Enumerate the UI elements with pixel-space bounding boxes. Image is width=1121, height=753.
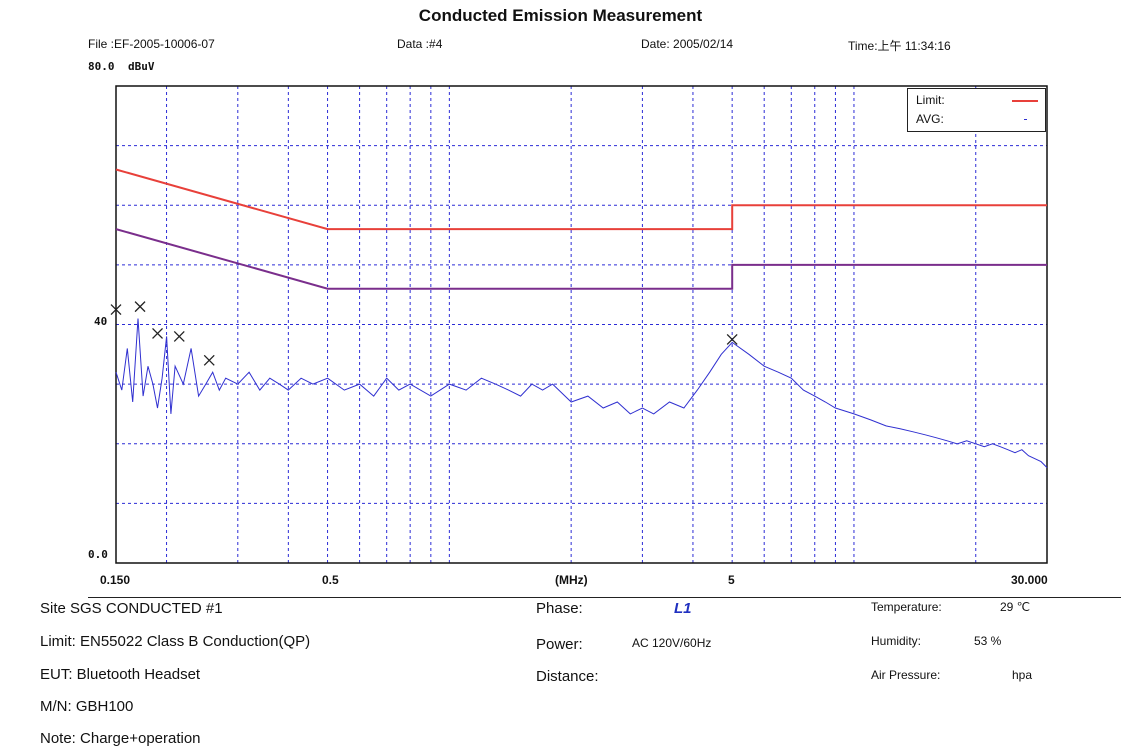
power-value: AC 120V/60Hz [632, 636, 712, 650]
info-divider [88, 597, 1121, 598]
note-label: Note: Charge+operation [40, 730, 201, 747]
power-label: Power: [536, 636, 583, 653]
limit-qp-line [115, 168, 1047, 231]
peak-marker [726, 333, 738, 345]
legend-swatch-limit [1012, 100, 1038, 102]
peak-marker [173, 330, 185, 342]
x-tick-label: 30.000 [1011, 573, 1048, 587]
peak-marker [203, 354, 215, 366]
x-tick-label: 0.5 [322, 573, 339, 587]
peak-marker [134, 301, 146, 313]
legend-label-avg: AVG: [916, 112, 944, 126]
y-axis-mid-label: 40 [94, 315, 108, 328]
model-label: M/N: GBH100 [40, 698, 134, 715]
x-tick-label: 5 [728, 573, 735, 587]
y-axis-unit-label: dBuV [128, 60, 155, 73]
site-label: Site SGS CONDUCTED #1 [40, 600, 223, 617]
air-pressure-value: hpa [1012, 668, 1033, 682]
phase-value: L1 [674, 600, 692, 617]
peak-marker [110, 304, 122, 316]
legend-label-limit: Limit: [916, 93, 945, 107]
x-tick-label: 0.150 [100, 573, 131, 587]
air-pressure-label: Air Pressure: [871, 668, 941, 682]
y-axis-max-label: 80.0 [88, 60, 115, 73]
legend-swatch-avg [1024, 119, 1027, 120]
x-axis-unit-label: (MHz) [555, 573, 588, 587]
file-label: File :EF-2005-10006-07 [88, 37, 215, 51]
time-label: Time:上午 11:34:16 [848, 39, 951, 53]
humidity-label: Humidity: [871, 634, 922, 648]
data-label: Data :#4 [397, 37, 443, 51]
limit-avg-line [115, 228, 1047, 290]
distance-label: Distance: [536, 668, 599, 685]
eut-label: EUT: Bluetooth Headset [40, 666, 201, 683]
phase-label: Phase: [536, 600, 583, 617]
chart-plot [110, 85, 1048, 564]
humidity-value: 53 % [974, 634, 1002, 648]
peak-marker [152, 327, 163, 339]
temperature-label: Temperature: [871, 600, 942, 614]
chart-title: Conducted Emission Measurement [418, 6, 703, 25]
chart-legend: Limit: AVG: [907, 88, 1046, 132]
emission-trace [115, 318, 1048, 468]
y-axis-min-label: 0.0 [88, 548, 108, 561]
date-label: Date: 2005/02/14 [641, 37, 734, 51]
temperature-value: 29 ℃ [1000, 600, 1031, 614]
plot-frame [115, 85, 1048, 564]
limit-label: Limit: EN55022 Class B Conduction(QP) [40, 633, 311, 650]
